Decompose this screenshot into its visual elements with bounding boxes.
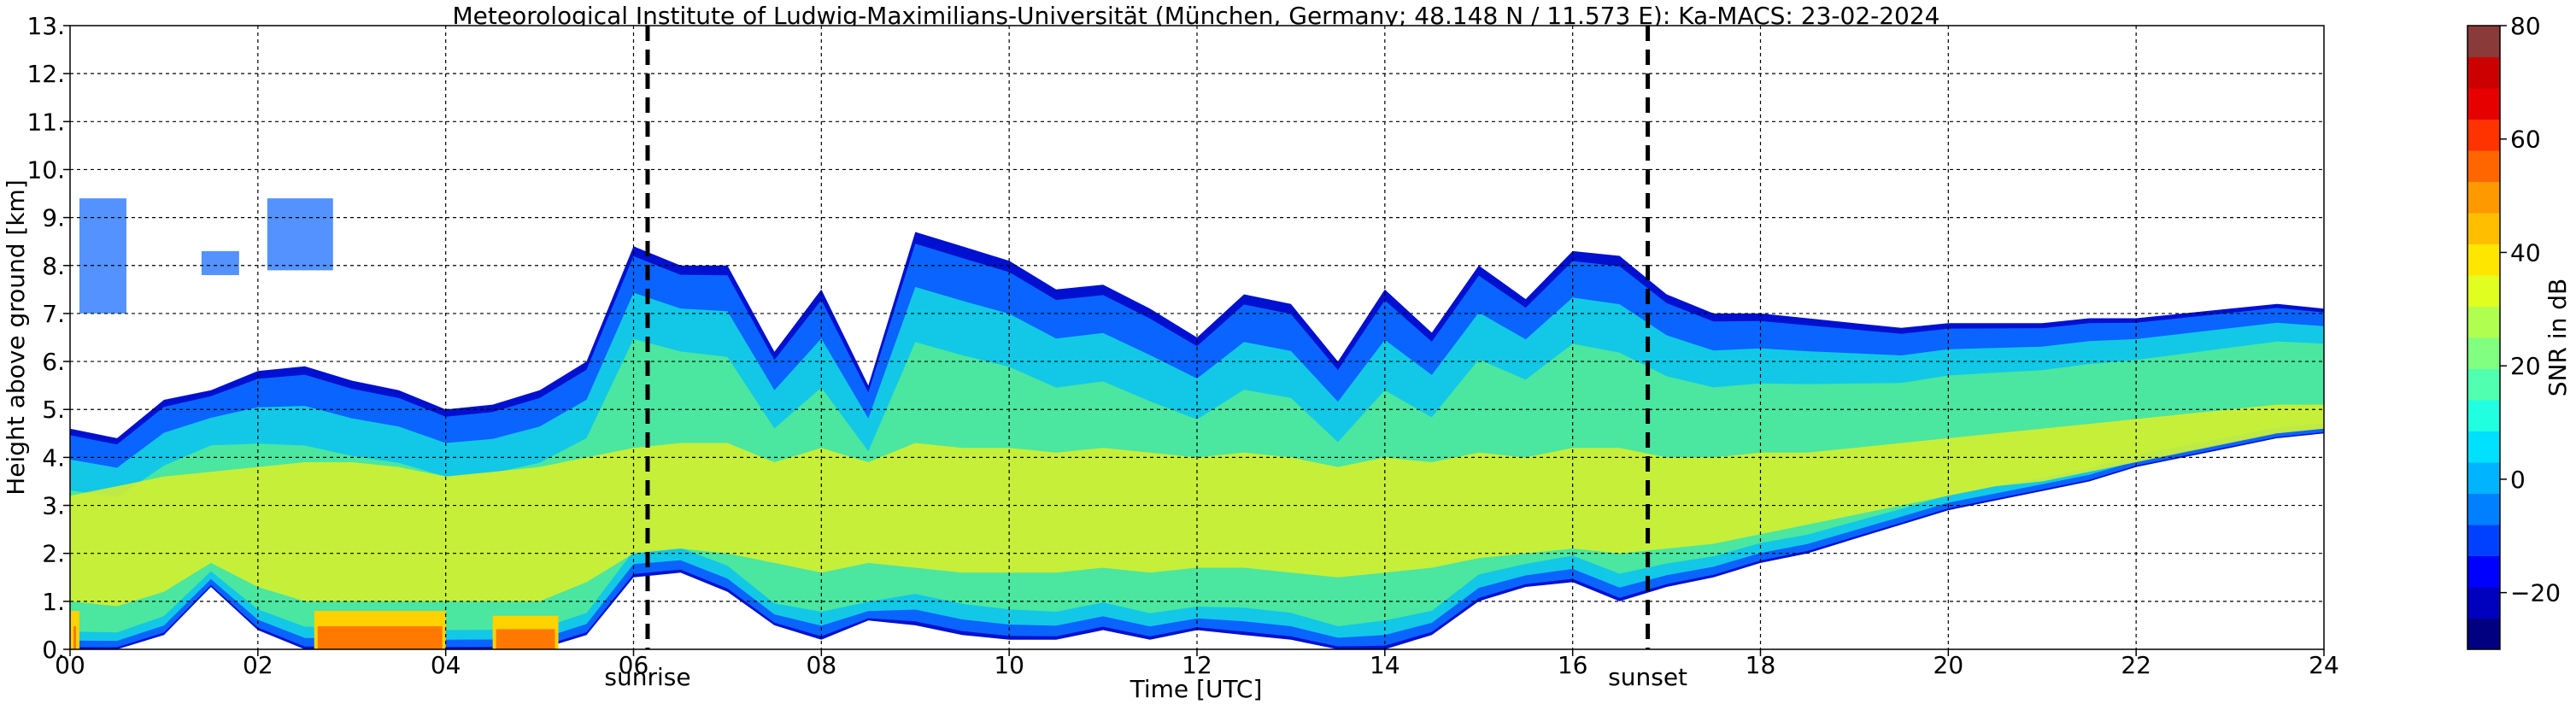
y-tick-label: 6. bbox=[42, 348, 65, 376]
y-tick-label: 1. bbox=[42, 588, 65, 616]
colorbar-tick-label: −20 bbox=[2510, 579, 2561, 607]
x-tick-label: 20 bbox=[1933, 651, 1964, 679]
sun-markers: sunrise sunset bbox=[604, 26, 1687, 691]
x-tick-label: 04 bbox=[431, 651, 461, 679]
y-tick-label: 3. bbox=[42, 492, 65, 520]
y-tick-label: 5. bbox=[42, 396, 65, 424]
colorbar-segment bbox=[2467, 525, 2500, 556]
colorbar-segment bbox=[2467, 119, 2500, 151]
x-tick-label: 08 bbox=[807, 651, 837, 679]
colorbar-frame bbox=[2467, 25, 2501, 650]
x-axis: 00 02 04 06 08 10 12 14 16 18 20 22 24 bbox=[55, 649, 2339, 679]
colorbar-segment bbox=[2467, 555, 2500, 588]
colorbar-tick-label: 20 bbox=[2510, 352, 2541, 380]
cirrus-patch bbox=[201, 250, 239, 275]
colorbar-segment bbox=[2467, 26, 2500, 57]
x-tick-label: 06 bbox=[619, 651, 649, 679]
y-axis: 0. 1. 2. 3. 4. 5. 6. 7. 8. 9. 10. 11. 12. 13. bbox=[26, 12, 70, 664]
colorbar-segment bbox=[2467, 213, 2500, 244]
y-tick-label: 13. bbox=[26, 12, 65, 40]
y-tick-label: 12. bbox=[26, 60, 65, 88]
cirrus-patch bbox=[267, 198, 333, 271]
cirrus-patch bbox=[79, 198, 126, 314]
y-tick-label: 9. bbox=[42, 204, 65, 232]
colorbar-segment bbox=[2467, 88, 2500, 120]
colorbar-segment bbox=[2467, 587, 2500, 619]
y-tick-label: 10. bbox=[26, 155, 65, 184]
very-high-echo-patch bbox=[496, 629, 555, 649]
x-tick-label: 00 bbox=[55, 651, 85, 679]
colorbar-segment bbox=[2467, 56, 2500, 89]
colorbar-tick-label: 80 bbox=[2510, 12, 2541, 40]
x-tick-label: 12 bbox=[1182, 651, 1212, 679]
y-tick-label: 0. bbox=[42, 636, 65, 664]
very-high-echo-patch bbox=[317, 626, 443, 649]
colorbar: −20 0 20 40 60 80 bbox=[2467, 12, 2561, 650]
colorbar-segment bbox=[2467, 181, 2500, 214]
sunrise-label: sunrise bbox=[604, 663, 690, 691]
colorbar-segment bbox=[2467, 150, 2500, 182]
y-axis-label: Height above ground [km] bbox=[2, 179, 30, 496]
x-tick-label: 02 bbox=[243, 651, 273, 679]
x-tick-label: 18 bbox=[1746, 651, 1776, 679]
colorbar-tick-label: 60 bbox=[2510, 126, 2541, 154]
colorbar-tick-label: 40 bbox=[2510, 238, 2541, 267]
y-tick-label: 7. bbox=[42, 300, 65, 328]
x-tick-label: 14 bbox=[1370, 651, 1400, 679]
colorbar-segment bbox=[2467, 368, 2500, 401]
colorbar-label: SNR in dB bbox=[2544, 279, 2572, 396]
colorbar-segment bbox=[2467, 337, 2500, 369]
y-tick-label: 11. bbox=[26, 108, 65, 136]
y-tick-label: 4. bbox=[42, 443, 65, 472]
y-tick-label: 8. bbox=[42, 252, 65, 280]
colorbar-tick-label: 0 bbox=[2510, 466, 2526, 494]
colorbar-segment bbox=[2467, 243, 2500, 276]
x-tick-label: 16 bbox=[1558, 651, 1588, 679]
colorbar-segment bbox=[2467, 618, 2500, 650]
colorbar-segment bbox=[2467, 462, 2500, 494]
plot-area: sunrise sunset bbox=[69, 25, 2325, 691]
colorbar-segment bbox=[2467, 493, 2500, 525]
y-tick-label: 2. bbox=[42, 540, 65, 568]
x-tick-label: 22 bbox=[2121, 651, 2151, 679]
x-tick-label: 24 bbox=[2309, 651, 2339, 679]
colorbar-segment bbox=[2467, 431, 2500, 463]
colorbar-segment bbox=[2467, 306, 2500, 338]
x-axis-label: Time [UTC] bbox=[1130, 675, 1263, 703]
colorbar-segment bbox=[2467, 400, 2500, 431]
grid-lines bbox=[70, 26, 2324, 649]
very-high-echo-patch bbox=[73, 626, 76, 649]
colorbar-segment bbox=[2467, 275, 2500, 307]
sunset-label: sunset bbox=[1608, 663, 1687, 691]
x-tick-label: 10 bbox=[994, 651, 1024, 679]
